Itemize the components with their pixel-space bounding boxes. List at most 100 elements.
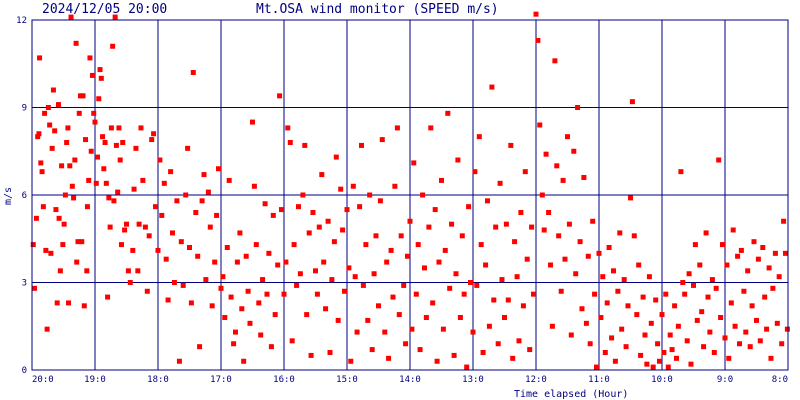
data-point (722, 335, 728, 341)
data-point (76, 110, 82, 116)
data-point (54, 300, 60, 306)
data-point (72, 157, 78, 163)
data-point (112, 14, 118, 20)
data-point (86, 177, 92, 183)
data-point (37, 55, 43, 61)
data-point (323, 306, 329, 312)
data-point (565, 134, 570, 140)
data-point (466, 204, 472, 210)
data-point (174, 198, 180, 204)
data-point (449, 221, 455, 227)
x-tick-label: 8:0 (772, 375, 788, 385)
data-point (491, 297, 497, 303)
data-point (50, 87, 56, 93)
data-point (552, 58, 558, 64)
data-point (39, 169, 45, 175)
data-point (499, 277, 505, 283)
data-point (36, 131, 42, 137)
data-point (772, 250, 778, 256)
data-point (705, 294, 711, 300)
data-point (117, 157, 123, 163)
data-point (776, 274, 782, 280)
data-point (234, 259, 240, 265)
data-point (253, 242, 259, 248)
data-point (55, 102, 61, 108)
data-point (209, 303, 215, 309)
data-point (157, 157, 163, 163)
data-point (474, 282, 480, 288)
data-point (89, 72, 95, 78)
data-point (417, 347, 423, 353)
data-point (371, 271, 377, 277)
data-point (388, 247, 394, 253)
data-point (151, 131, 157, 137)
data-point (451, 352, 457, 358)
data-point (308, 352, 314, 358)
data-point (472, 169, 478, 175)
data-point (256, 300, 262, 306)
data-point (673, 355, 679, 361)
data-point (214, 212, 220, 218)
data-point (74, 259, 80, 265)
data-point (53, 207, 59, 213)
data-point (178, 239, 184, 245)
data-point (615, 288, 621, 294)
y-tick-labels: 0 3 6 9 12 (16, 16, 27, 376)
data-point (625, 303, 631, 309)
data-point (333, 154, 339, 160)
data-point (155, 247, 161, 253)
data-point (101, 166, 107, 172)
data-point (251, 183, 257, 189)
data-point (593, 364, 599, 370)
data-point (442, 247, 448, 253)
data-point (428, 125, 434, 131)
data-point (447, 285, 453, 291)
data-point (781, 218, 787, 224)
data-point (363, 242, 369, 248)
data-point (659, 312, 665, 318)
grid-lines (32, 20, 788, 370)
data-point (100, 134, 106, 140)
data-point (533, 11, 539, 17)
data-point (411, 160, 417, 166)
data-point (741, 288, 747, 294)
data-point (62, 192, 68, 198)
data-point (598, 315, 604, 320)
data-point (774, 320, 780, 326)
x-tick-label: 16:0 (273, 375, 295, 385)
data-point (327, 350, 333, 355)
data-point (541, 227, 547, 233)
data-point (628, 195, 633, 201)
data-point (373, 233, 379, 239)
data-point (107, 224, 113, 230)
data-point (646, 274, 652, 280)
data-point (426, 224, 432, 230)
data-point (766, 265, 772, 271)
data-point (415, 242, 421, 248)
data-point (47, 122, 53, 128)
data-point (306, 230, 312, 236)
data-point (480, 350, 486, 355)
data-point (335, 317, 341, 323)
data-point (98, 75, 104, 81)
data-point (75, 239, 81, 245)
data-point (686, 271, 692, 277)
data-point (341, 288, 347, 294)
data-point (764, 326, 770, 332)
data-point (152, 204, 158, 210)
y-tick-label: 9 (22, 104, 27, 114)
data-point (529, 224, 535, 230)
data-point (294, 282, 300, 288)
data-point (149, 137, 155, 143)
data-point (503, 221, 509, 227)
timestamp-label: 2024/12/05 20:00 (42, 2, 167, 17)
data-point (136, 221, 142, 227)
data-point (583, 320, 589, 326)
data-point (644, 361, 650, 367)
data-point (243, 253, 249, 259)
data-point (310, 210, 316, 215)
data-point (329, 277, 335, 283)
data-point (260, 277, 266, 283)
data-point (648, 320, 654, 326)
data-point (268, 344, 274, 350)
